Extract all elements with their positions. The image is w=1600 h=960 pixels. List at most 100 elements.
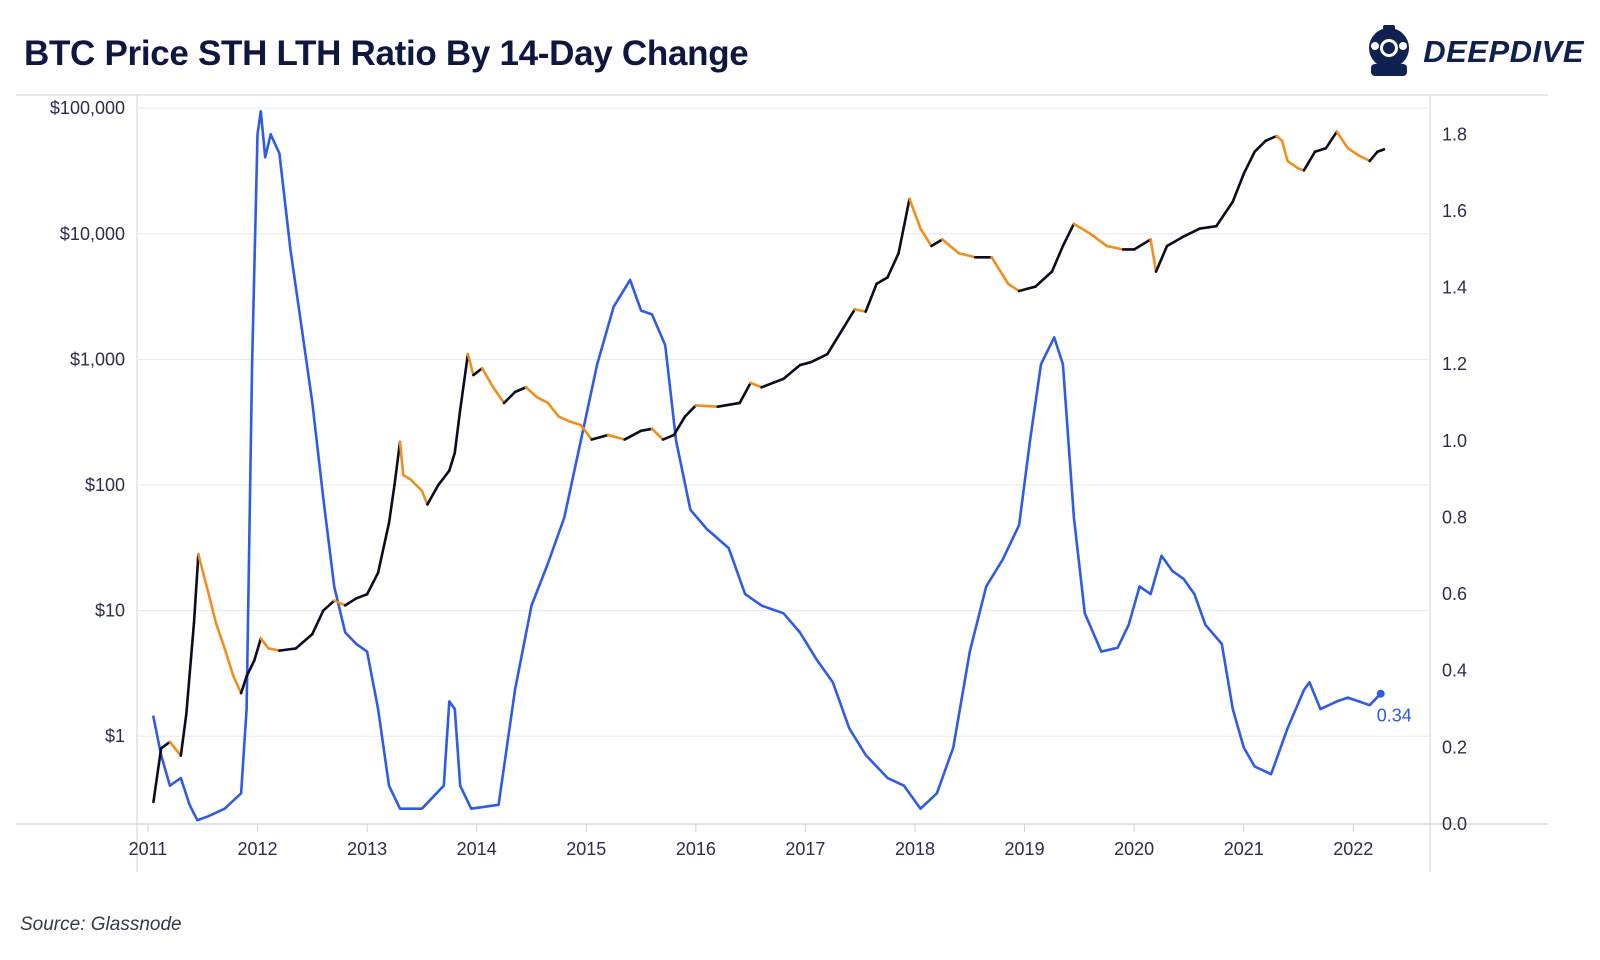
left-tick-label: $1,000 [70,349,125,369]
price-segment [365,571,380,596]
x-tick-label: 2019 [1005,839,1045,859]
price-segment [1264,134,1278,143]
price-segment [1034,270,1054,288]
price-segment [343,597,358,607]
price-segment [1242,150,1256,176]
price-segment [453,408,462,455]
price-segment [376,521,391,575]
price-segment [214,621,226,650]
price-segment [853,308,867,313]
price-segment [1132,238,1152,251]
price-segment [897,197,911,255]
x-tick-label: 2015 [566,839,606,859]
price-segment [491,385,506,405]
price-segment [259,637,270,650]
right-tick-label: 0.0 [1442,814,1467,834]
price-segment [1346,146,1361,157]
price-segment [354,592,369,600]
price-segment [332,599,347,607]
price-segment [393,440,402,487]
price-segment [159,740,172,750]
price-segment [480,366,495,389]
price-segment [716,401,741,409]
x-tick-label: 2013 [347,839,387,859]
price-segment [639,427,654,433]
right-tick-label: 1.8 [1442,124,1467,144]
price-segment [1017,285,1037,293]
price-segment [1061,222,1076,248]
price-segment [661,433,676,441]
right-axis-ticks: 0.0 0.2 0.4 0.6 0.8 1.0 1.2 1.4 1.6 1.8 [1442,124,1467,834]
price-segment [1376,148,1386,154]
price-segment [168,740,183,757]
price-segment [1231,172,1246,204]
price-segment [1154,244,1169,273]
price-segment [426,483,440,506]
price-segment [1105,244,1125,251]
x-tick-label: 2021 [1224,839,1264,859]
brand-logo: DEEPDIVE [1363,22,1584,82]
price-segment [502,390,517,405]
btc-price-series [152,130,1386,804]
price-segment [185,621,196,716]
left-tick-label: $100,000 [50,98,125,118]
price-segment [192,553,200,625]
price-segment [606,433,626,441]
price-segment [1198,224,1218,230]
price-segment [267,647,281,652]
left-tick-label: $100 [85,475,125,495]
price-segment [278,647,298,652]
price-segment [908,197,922,230]
price-segment [546,401,561,418]
price-segment [524,385,539,399]
right-tick-label: 0.2 [1442,737,1467,757]
price-segment [683,404,698,418]
price-segment [294,632,314,650]
price-segment [1149,238,1158,273]
price-segment [1280,139,1289,163]
price-segment [875,276,889,286]
left-axis-ticks: $1 $10 $100 $1,000 $10,000 $100,000 [50,98,125,746]
price-segment [842,308,857,329]
price-segment [398,440,405,477]
price-segment [252,637,263,662]
chart-frame [16,94,1548,872]
price-segment [749,381,763,389]
price-segment [206,590,218,625]
right-tick-label: 1.4 [1442,278,1467,298]
price-segment [401,473,413,482]
x-axis-ticks: 2011 2012 2013 2014 2015 2016 2017 2018 2019 2020… [129,824,1373,859]
price-segment [568,420,583,427]
price-segment [957,251,977,259]
price-segment [1357,154,1372,163]
x-tick-label: 2011 [129,839,168,859]
right-tick-label: 0.6 [1442,584,1467,604]
price-segment [864,282,878,313]
price-segment [1006,282,1021,293]
right-tick-label: 1.6 [1442,201,1467,221]
x-tick-label: 2018 [895,839,935,859]
price-segment [1324,130,1339,150]
price-segment [798,360,813,367]
price-segment [420,489,429,506]
price-segment [223,647,235,678]
source-note: Source: Glassnode [20,914,182,935]
price-segment [738,381,752,405]
price-segment [1335,130,1350,150]
price-segment [239,674,248,695]
left-tick-label: $10 [95,601,125,621]
price-segment [232,674,243,695]
price-segment [1165,235,1185,248]
price-segment [387,483,396,525]
price-segment [447,451,457,472]
price-segment [311,609,325,636]
right-tick-label: 1.2 [1442,354,1467,374]
price-segment [650,427,665,441]
price-segment [513,385,528,394]
brand-name: DEEPDIVE [1423,34,1584,69]
right-tick-label: 1.0 [1442,431,1467,451]
price-segment [590,433,610,441]
ratio-end-marker [1376,689,1385,698]
price-segment [1089,232,1109,248]
price-segment [1182,227,1202,238]
